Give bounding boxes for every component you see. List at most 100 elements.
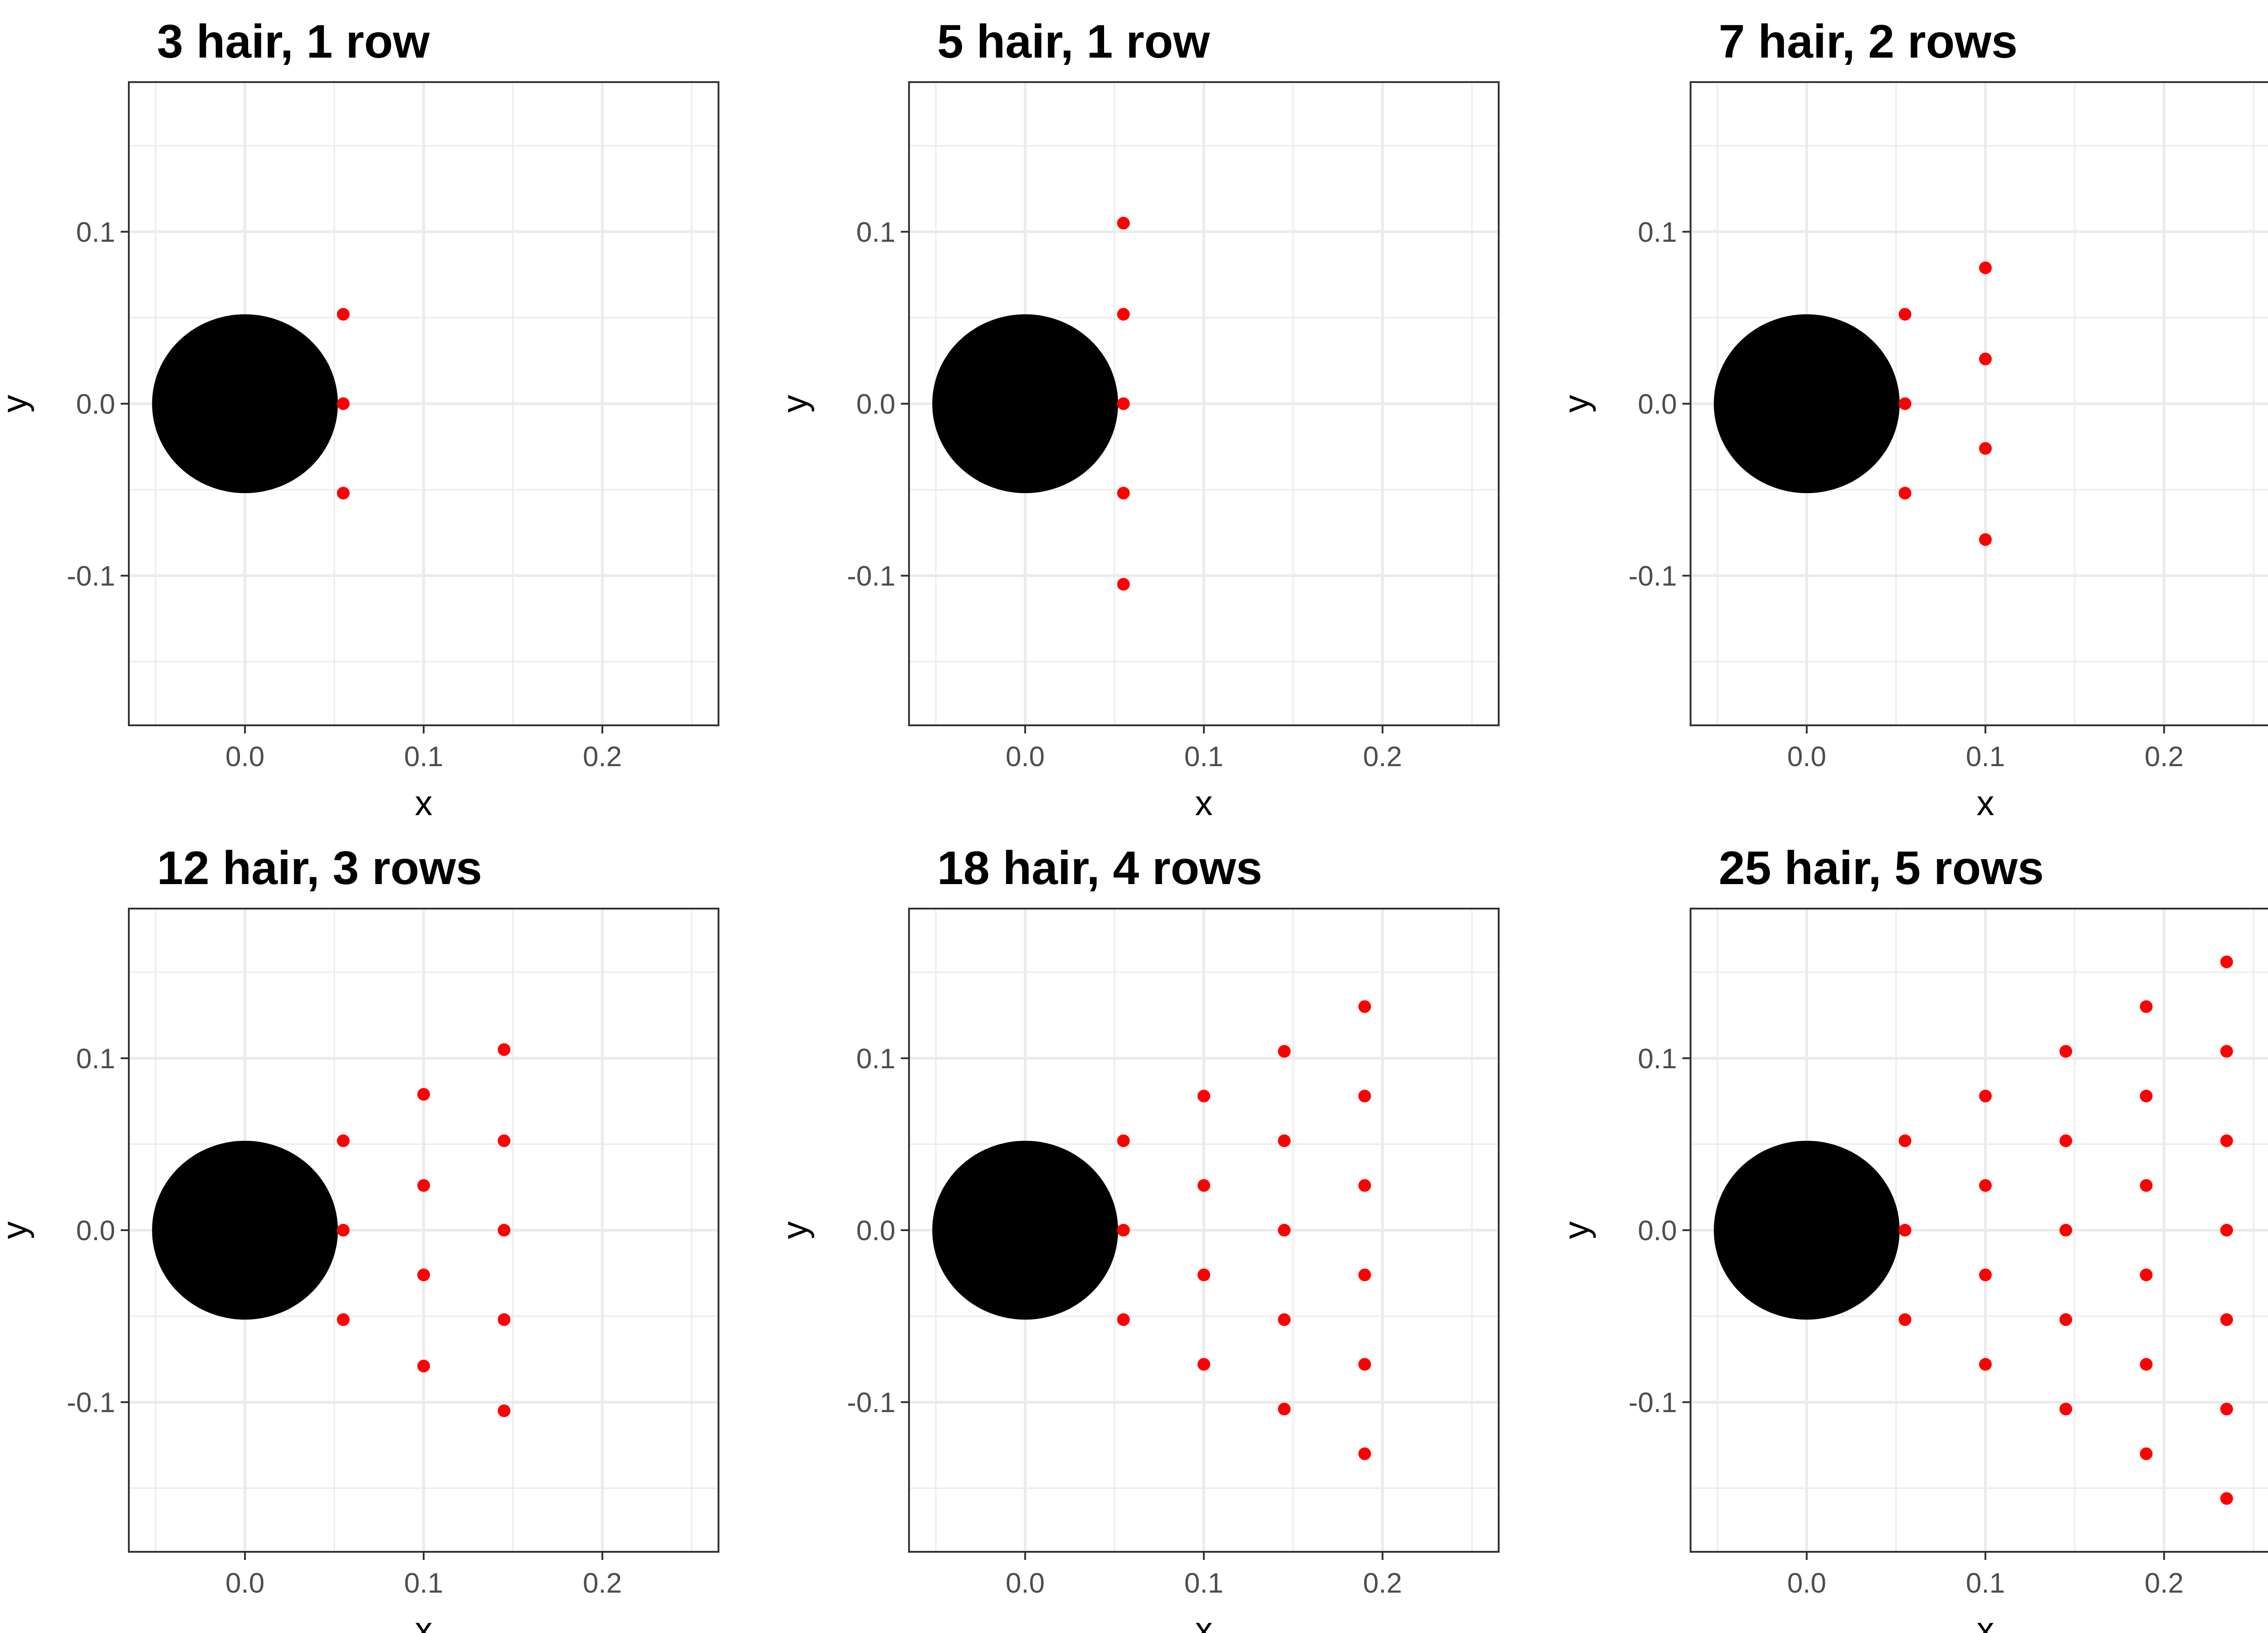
hair-point — [498, 1224, 511, 1237]
y-tick-label: 0.1 — [1638, 1043, 1677, 1075]
x-axis-title: x — [1977, 1609, 1994, 1633]
hair-point — [1979, 533, 1992, 546]
panel-title: 12 hair, 3 rows — [157, 842, 482, 895]
hair-point — [2140, 1090, 2153, 1103]
hair-point — [1979, 1358, 1992, 1371]
x-tick-label: 0.0 — [225, 741, 264, 772]
x-axis-title: x — [1977, 783, 1994, 823]
hair-point — [1898, 1134, 1911, 1147]
hair-point — [1358, 1000, 1371, 1013]
hair-point — [1979, 352, 1992, 366]
hair-point — [1117, 487, 1130, 500]
y-tick-label: -0.1 — [1628, 561, 1677, 592]
hair-point — [498, 1313, 511, 1326]
body-circle — [932, 1140, 1118, 1320]
hair-point — [1979, 261, 1992, 274]
hair-point — [1278, 1403, 1291, 1416]
y-tick-label: 0.1 — [856, 1043, 895, 1075]
x-tick-label: 0.0 — [1787, 1568, 1826, 1599]
hair-point — [2059, 1313, 2072, 1326]
hair-point — [1898, 1224, 1911, 1237]
panel-title: 5 hair, 1 row — [937, 15, 1210, 68]
hair-point — [1979, 1179, 1992, 1192]
hair-point — [1979, 1268, 1992, 1281]
y-axis-title: y — [775, 1222, 815, 1239]
y-axis-title: y — [1556, 395, 1596, 413]
hair-point — [417, 1179, 430, 1192]
hair-point — [2220, 1224, 2233, 1237]
x-tick-label: 0.1 — [1966, 741, 2005, 772]
hair-point — [2140, 1358, 2153, 1371]
panel-title: 7 hair, 2 rows — [1719, 15, 2018, 68]
x-tick-label: 0.1 — [404, 741, 443, 772]
y-tick-label: -0.1 — [67, 1387, 115, 1418]
x-tick-label: 0.1 — [1184, 1568, 1223, 1599]
y-tick-label: 0.1 — [856, 217, 895, 248]
x-axis-title: x — [415, 1609, 433, 1633]
y-tick-label: 0.1 — [1638, 217, 1677, 248]
hair-point — [1358, 1268, 1371, 1281]
x-tick-label: 0.0 — [1006, 1568, 1045, 1599]
hair-point — [1898, 1313, 1911, 1326]
y-tick-label: -0.1 — [847, 1387, 895, 1418]
x-tick-label: 0.2 — [583, 1568, 622, 1599]
hair-point — [1198, 1358, 1210, 1371]
hair-point — [2140, 1268, 2153, 1281]
hair-point — [2140, 1000, 2153, 1013]
hair-point — [337, 1134, 350, 1147]
y-tick-label: 0.0 — [856, 1215, 895, 1247]
body-circle — [1714, 314, 1900, 494]
hair-point — [337, 308, 350, 321]
x-tick-label: 0.1 — [1966, 1568, 2005, 1599]
x-tick-label: 0.0 — [225, 1568, 264, 1599]
x-axis-title: x — [1195, 1609, 1213, 1633]
x-axis-title: x — [1195, 783, 1213, 823]
y-tick-label: 0.0 — [856, 389, 895, 420]
panel-4: 0.0 0.1 0.2 0.1 0.0 -0.1 x y 12 hair, 3 rows — [0, 842, 719, 1633]
y-tick-label: 0.1 — [76, 217, 115, 248]
panel-2: 0.0 0.1 0.2 0.1 0.0 -0.1 x y 5 hair, 1 row — [775, 15, 1500, 823]
x-tick-label: 0.0 — [1787, 741, 1826, 772]
y-tick-label: 0.0 — [1638, 389, 1677, 420]
x-tick-label: 0.2 — [2145, 741, 2184, 772]
y-axis-title: y — [775, 395, 815, 413]
y-axis-title: y — [1556, 1222, 1596, 1239]
hair-point — [1117, 308, 1130, 321]
body-circle — [932, 314, 1118, 494]
hair-point — [1898, 308, 1911, 321]
hair-point — [1117, 578, 1130, 591]
hair-point — [2140, 1179, 2153, 1192]
hair-point — [2059, 1045, 2072, 1058]
x-tick-label: 0.2 — [1363, 1568, 1402, 1599]
hair-point — [2059, 1134, 2072, 1147]
body-circle — [1714, 1140, 1900, 1320]
y-tick-label: -0.1 — [67, 561, 115, 592]
panel-title: 18 hair, 4 rows — [937, 842, 1262, 895]
hair-point — [1117, 397, 1130, 410]
hair-point — [337, 1313, 350, 1326]
panel-3: 0.0 0.1 0.2 0.1 0.0 -0.1 x y 7 hair, 2 rows — [1556, 15, 2268, 823]
hair-point — [1278, 1224, 1291, 1237]
hair-point — [1358, 1447, 1371, 1460]
panel-title: 3 hair, 1 row — [157, 15, 430, 68]
hair-point — [2059, 1224, 2072, 1237]
hair-point — [1898, 487, 1911, 500]
hair-point — [1117, 1313, 1130, 1326]
hair-point — [2220, 1045, 2233, 1058]
hair-point — [498, 1404, 511, 1418]
hair-point — [1278, 1045, 1291, 1058]
y-axis-title: y — [0, 395, 34, 413]
hair-point — [1117, 1224, 1130, 1237]
hair-point — [1278, 1134, 1291, 1147]
hair-point — [2140, 1447, 2153, 1460]
hair-point — [1278, 1313, 1291, 1326]
hair-point — [2220, 1492, 2233, 1505]
hair-point — [1198, 1090, 1210, 1103]
hair-point — [1979, 442, 1992, 455]
y-tick-label: -0.1 — [1628, 1387, 1677, 1418]
hair-point — [1117, 216, 1130, 230]
hair-point — [1898, 397, 1911, 410]
hair-point — [1198, 1179, 1210, 1192]
hair-point — [498, 1043, 511, 1056]
hair-point — [1358, 1179, 1371, 1192]
